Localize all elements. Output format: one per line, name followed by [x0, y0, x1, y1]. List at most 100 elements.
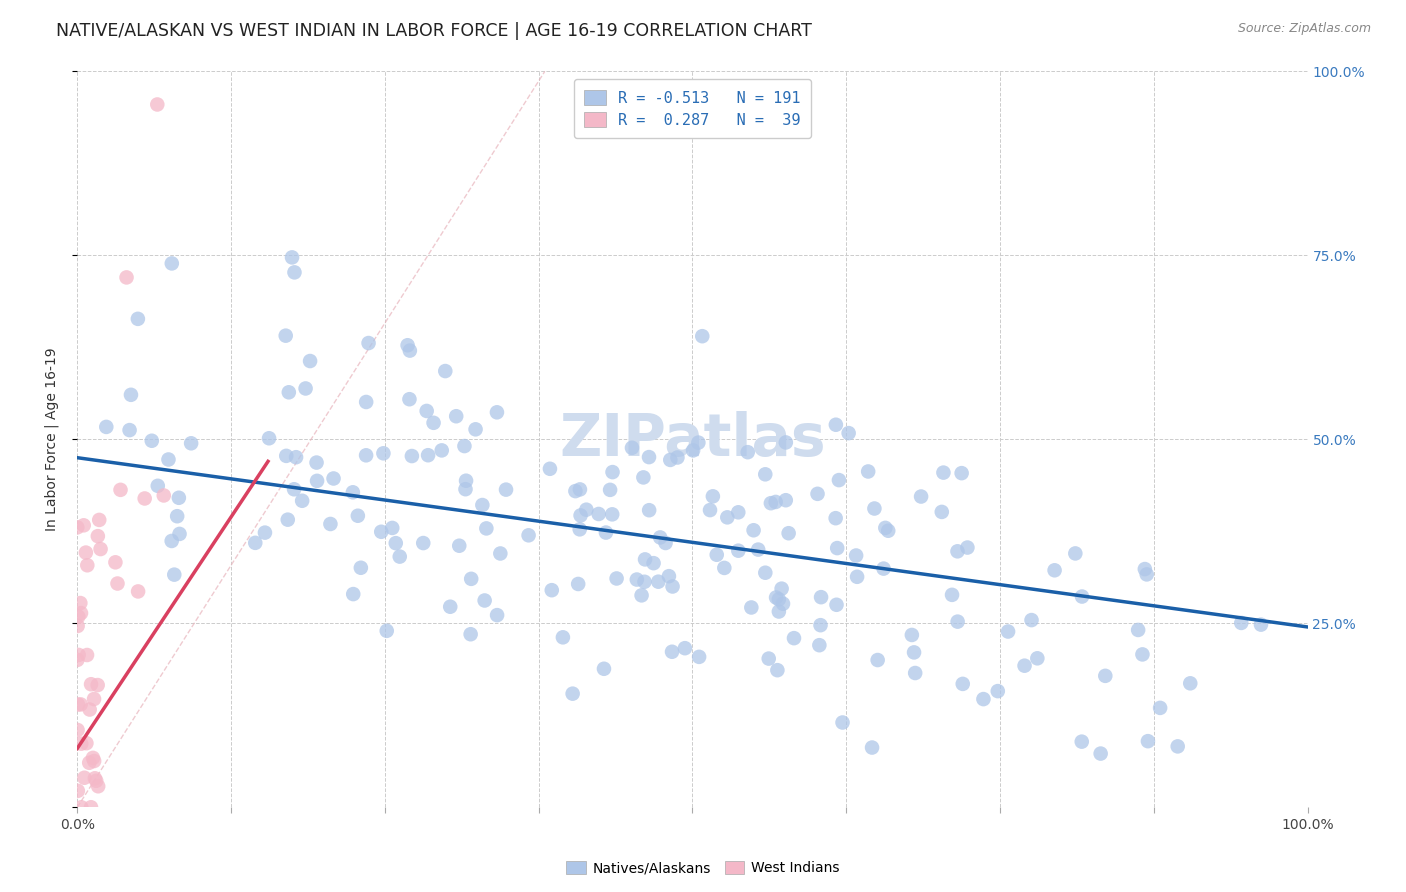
Point: [83, 754, 105, 768]
Point: [276, 449, 298, 463]
Point: [75, 545, 97, 559]
Point: [80, 800, 103, 814]
Point: [127, 584, 149, 599]
Point: [987, 684, 1010, 698]
Point: [66, 520, 89, 534]
Point: [305, 456, 328, 470]
Point: [758, 651, 780, 665]
Point: [245, 536, 267, 550]
Point: [952, 677, 974, 691]
Point: [354, 448, 377, 462]
Point: [946, 615, 969, 629]
Point: [1149, 701, 1171, 715]
Point: [1167, 739, 1189, 754]
Point: [551, 630, 574, 644]
Point: [1026, 651, 1049, 665]
Point: [412, 536, 434, 550]
Text: NATIVE/ALASKAN VS WEST INDIAN IN LABOR FORCE | AGE 16-19 CORRELATION CHART: NATIVE/ALASKAN VS WEST INDIAN IN LABOR F…: [56, 22, 813, 40]
Point: [643, 556, 665, 570]
Point: [1094, 669, 1116, 683]
Point: [83, 692, 105, 706]
Point: [768, 605, 790, 619]
Point: [567, 577, 589, 591]
Point: [350, 561, 373, 575]
Point: [706, 548, 728, 562]
Point: [808, 638, 831, 652]
Point: [638, 503, 661, 517]
Point: [66, 723, 89, 737]
Point: [1136, 734, 1159, 748]
Point: [439, 599, 461, 614]
Point: [474, 593, 496, 607]
Point: [824, 511, 846, 525]
Point: [825, 541, 848, 555]
Point: [67, 648, 90, 662]
Point: [253, 525, 276, 540]
Point: [806, 487, 828, 501]
Point: [575, 502, 598, 516]
Point: [538, 462, 561, 476]
Point: [778, 526, 800, 541]
Point: [740, 600, 762, 615]
Point: [274, 328, 297, 343]
Point: [956, 541, 979, 555]
Point: [396, 338, 419, 352]
Point: [422, 416, 444, 430]
Point: [593, 662, 616, 676]
Point: [66, 619, 89, 633]
Point: [1230, 615, 1253, 630]
Point: [75, 736, 97, 750]
Point: [87, 529, 110, 543]
Point: [471, 498, 494, 512]
Point: [167, 491, 190, 505]
Point: [291, 493, 314, 508]
Point: [157, 452, 180, 467]
Point: [727, 505, 749, 519]
Point: [682, 443, 704, 458]
Point: [66, 784, 89, 798]
Text: Source: ZipAtlas.com: Source: ZipAtlas.com: [1237, 22, 1371, 36]
Point: [399, 343, 422, 358]
Point: [699, 503, 721, 517]
Point: [856, 465, 879, 479]
Point: [713, 561, 735, 575]
Point: [690, 329, 713, 343]
Point: [70, 737, 93, 751]
Point: [495, 483, 517, 497]
Point: [716, 510, 738, 524]
Point: [600, 508, 623, 522]
Point: [783, 631, 806, 645]
Point: [860, 740, 883, 755]
Point: [373, 446, 395, 460]
Point: [688, 435, 710, 450]
Point: [73, 771, 96, 785]
Point: [76, 648, 98, 662]
Point: [737, 445, 759, 459]
Point: [1043, 563, 1066, 577]
Point: [1070, 734, 1092, 748]
Point: [283, 265, 305, 279]
Point: [765, 495, 787, 509]
Point: [486, 608, 509, 623]
Point: [489, 546, 512, 560]
Point: [77, 756, 100, 770]
Point: [444, 409, 467, 424]
Point: [747, 542, 769, 557]
Point: [875, 521, 897, 535]
Point: [1014, 658, 1036, 673]
Point: [825, 598, 848, 612]
Point: [118, 423, 141, 437]
Point: [475, 521, 498, 535]
Point: [1132, 648, 1154, 662]
Point: [568, 483, 591, 497]
Point: [257, 431, 280, 445]
Point: [638, 450, 661, 464]
Point: [828, 473, 851, 487]
Point: [180, 436, 202, 450]
Point: [825, 417, 848, 432]
Point: [67, 609, 90, 624]
Point: [633, 574, 655, 589]
Point: [877, 524, 900, 538]
Point: [659, 453, 682, 467]
Point: [342, 485, 364, 500]
